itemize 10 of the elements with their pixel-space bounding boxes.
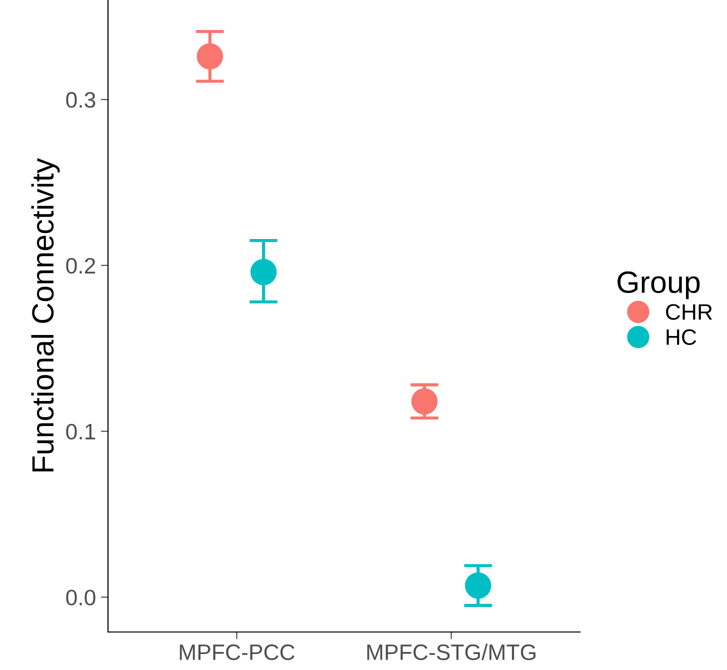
legend-title: Group	[618, 271, 700, 300]
y-tick-label: 0.0	[66, 590, 96, 606]
y-tick-label: 0.2	[66, 258, 96, 274]
legend-label: CHR	[666, 304, 712, 320]
y-tick-label: 0.3	[66, 92, 96, 108]
y-axis-title: Functional Connectivity	[31, 158, 60, 472]
y-tick-label: 0.1	[66, 424, 96, 440]
legend-label: HC	[666, 329, 696, 346]
x-tick-label: MPFC-PCC	[180, 644, 295, 660]
x-tick-label: MPFC-STG/MTG	[367, 644, 536, 660]
